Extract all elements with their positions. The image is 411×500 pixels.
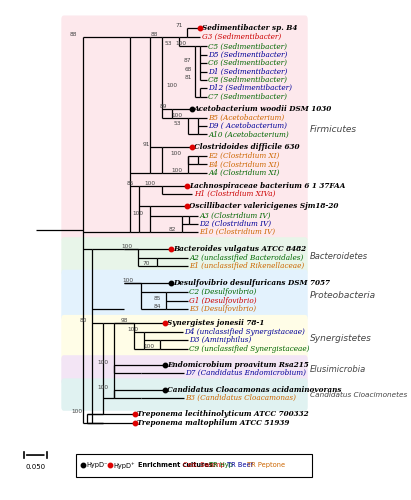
Text: Candidatus Cloacimonetes: Candidatus Cloacimonetes: [309, 392, 407, 398]
Text: C9 (unclassified Synergistaceae): C9 (unclassified Synergistaceae): [189, 345, 310, 353]
FancyBboxPatch shape: [61, 16, 308, 242]
Text: D3 (Aminiphilus): D3 (Aminiphilus): [189, 336, 252, 344]
Text: 85: 85: [126, 180, 134, 186]
FancyBboxPatch shape: [61, 315, 308, 362]
Text: 53: 53: [174, 121, 181, 126]
Text: G3 (Sedimentibacter): G3 (Sedimentibacter): [202, 33, 281, 41]
Text: 100: 100: [97, 360, 109, 364]
Text: 100: 100: [175, 42, 187, 46]
Text: D1 (Sedimentibacter): D1 (Sedimentibacter): [208, 68, 288, 76]
Text: Sedimentibacter sp. B4: Sedimentibacter sp. B4: [202, 24, 297, 32]
Text: Bacteroidetes: Bacteroidetes: [309, 252, 368, 261]
Text: 100: 100: [166, 83, 178, 88]
Text: HypD⁺: HypD⁺: [113, 462, 135, 468]
Text: TR Peptone: TR Peptone: [247, 462, 285, 468]
Text: E4 (Clostridium XI): E4 (Clostridium XI): [208, 160, 280, 168]
Text: E1 (unclassified Rikenellaceae): E1 (unclassified Rikenellaceae): [189, 262, 305, 270]
Text: Proteobacteria: Proteobacteria: [309, 290, 376, 300]
Text: 68: 68: [184, 66, 192, 71]
Text: HypD⁻: HypD⁻: [86, 462, 108, 468]
Text: Acetobacterium woodii DSM 1030: Acetobacterium woodii DSM 1030: [194, 106, 332, 114]
Text: 85: 85: [153, 296, 161, 300]
Text: 100: 100: [97, 384, 109, 390]
Text: G1 (Desulfovibrio): G1 (Desulfovibrio): [189, 296, 257, 304]
Text: 100: 100: [121, 244, 132, 248]
Text: 80: 80: [80, 318, 88, 323]
Text: 88: 88: [150, 32, 158, 37]
Text: E2 (Clostridium XI): E2 (Clostridium XI): [208, 152, 280, 160]
Text: 100: 100: [122, 278, 134, 283]
Text: Synergistetes: Synergistetes: [309, 334, 372, 343]
Text: Oscillibacter valericigenes Sjm18-20: Oscillibacter valericigenes Sjm18-20: [189, 202, 339, 210]
Text: TR Hyp: TR Hyp: [209, 462, 233, 468]
Text: D5 (Sedimentibacter): D5 (Sedimentibacter): [208, 51, 288, 59]
Text: Candidatus Cloacamonas acidaminovorans: Candidatus Cloacamonas acidaminovorans: [167, 386, 342, 394]
Text: A4 (Clostridium XI): A4 (Clostridium XI): [208, 169, 280, 177]
Text: Synergistes jonesii 78-1: Synergistes jonesii 78-1: [167, 319, 264, 327]
Text: 100: 100: [171, 112, 182, 117]
Text: C5 (Sedimentibacter): C5 (Sedimentibacter): [208, 42, 287, 50]
Bar: [76, 454, 312, 477]
FancyBboxPatch shape: [61, 270, 308, 321]
Text: 100: 100: [171, 151, 182, 156]
Text: 100: 100: [145, 180, 156, 186]
FancyBboxPatch shape: [61, 378, 308, 411]
Text: 81: 81: [184, 75, 192, 80]
Text: Desulfovibrio desulfuricans DSM 7057: Desulfovibrio desulfuricans DSM 7057: [173, 279, 330, 287]
Text: 87: 87: [183, 58, 191, 63]
Text: 98: 98: [120, 318, 128, 323]
Text: 100: 100: [143, 344, 154, 349]
Text: Enrichment cultures:: Enrichment cultures:: [138, 462, 216, 468]
Text: 100: 100: [72, 409, 83, 414]
Text: D2 (Clostridium IV): D2 (Clostridium IV): [199, 220, 272, 228]
Text: E3 (Desulfovibrio): E3 (Desulfovibrio): [189, 305, 256, 313]
Text: 89: 89: [159, 104, 167, 110]
Text: A10 (Acetobacterium): A10 (Acetobacterium): [208, 130, 289, 138]
Text: Firmicutes: Firmicutes: [309, 125, 357, 134]
Text: Bacteroides vulgatus ATCC 8482: Bacteroides vulgatus ATCC 8482: [173, 244, 307, 252]
Text: Endomicrobium proavitum Rsa215: Endomicrobium proavitum Rsa215: [167, 360, 309, 368]
Text: 88: 88: [70, 32, 77, 37]
Text: D4 (unclassified Synergistaceae): D4 (unclassified Synergistaceae): [185, 328, 305, 336]
Text: Treponema lecithinolyticum ATCC 700332: Treponema lecithinolyticum ATCC 700332: [137, 410, 309, 418]
Text: D9 ( Acetobacterium): D9 ( Acetobacterium): [208, 122, 287, 130]
Text: C6 (Sedimentibacter): C6 (Sedimentibacter): [208, 59, 287, 67]
Text: C8 (Sedimentibacter): C8 (Sedimentibacter): [208, 76, 287, 84]
Text: A3 (Clostridium IV): A3 (Clostridium IV): [199, 212, 271, 220]
Text: B5 (Acetobacterium): B5 (Acetobacterium): [208, 114, 284, 122]
Text: D12 (Sedimentibacter): D12 (Sedimentibacter): [208, 84, 292, 92]
Text: C7 (Sedimentibacter): C7 (Sedimentibacter): [208, 92, 287, 100]
Text: 82: 82: [169, 228, 176, 232]
Text: D7 (Candidatus Endomicrobium): D7 (Candidatus Endomicrobium): [185, 369, 307, 377]
FancyBboxPatch shape: [61, 355, 308, 384]
Text: C2 (Desulfovibrio): C2 (Desulfovibrio): [189, 288, 256, 296]
Text: H1 (Clostridium XIVa): H1 (Clostridium XIVa): [194, 190, 275, 198]
Text: B3 (Candidatus Cloacamonas): B3 (Candidatus Cloacamonas): [185, 394, 296, 402]
Text: 53: 53: [165, 42, 173, 46]
Text: Clostridoides difficile 630: Clostridoides difficile 630: [194, 143, 300, 151]
Text: 84: 84: [153, 304, 161, 309]
Text: Treponema maltophilum ATCC 51939: Treponema maltophilum ATCC 51939: [137, 418, 289, 426]
Text: 100: 100: [172, 168, 183, 173]
Text: 70: 70: [143, 261, 150, 266]
Text: 100: 100: [133, 210, 144, 216]
Text: Ced. Swamp: Ced. Swamp: [182, 462, 224, 468]
Text: Lachnospiraceae bacterium 6 1 37FAA: Lachnospiraceae bacterium 6 1 37FAA: [189, 182, 346, 190]
Text: 100: 100: [128, 327, 139, 332]
Text: 71: 71: [175, 23, 183, 28]
Text: E10 (Clostridium IV): E10 (Clostridium IV): [199, 228, 275, 236]
Text: Elusimicrobia: Elusimicrobia: [309, 366, 366, 374]
Text: 91: 91: [143, 142, 150, 147]
FancyBboxPatch shape: [61, 237, 308, 276]
Text: 0.050: 0.050: [25, 464, 45, 470]
Text: A2 (unclassified Bacteroidales): A2 (unclassified Bacteroidales): [189, 254, 304, 262]
Text: TR Beef: TR Beef: [227, 462, 253, 468]
